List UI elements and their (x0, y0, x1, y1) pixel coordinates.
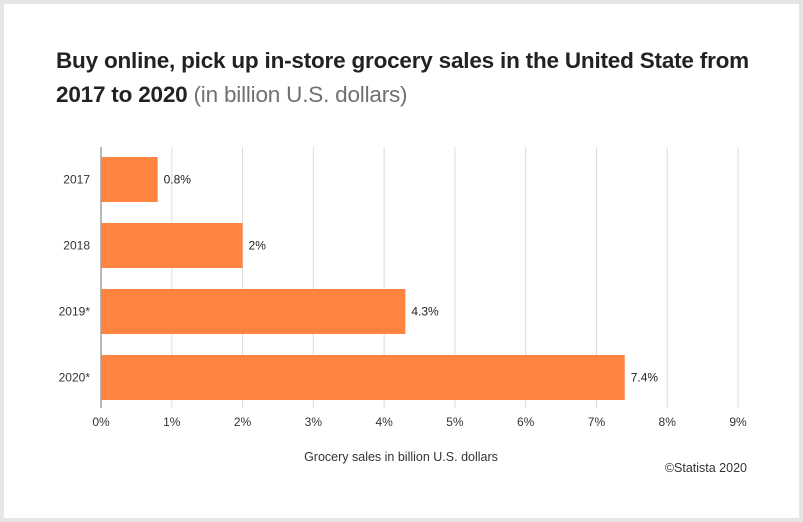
category-label: 2017 (63, 173, 90, 187)
data-label: 7.4% (631, 371, 659, 385)
bar (101, 355, 625, 400)
x-tick-label: 6% (517, 415, 535, 429)
x-tick-label: 4% (375, 415, 393, 429)
bar (101, 289, 406, 334)
bar (101, 223, 243, 268)
category-label: 2019* (59, 305, 91, 319)
x-tick-labels: 0% 1% 2% 3% 4% 5% 6% 7% 8% 9% (92, 415, 747, 429)
x-tick-label: 2% (234, 415, 252, 429)
category-label: 2020* (59, 371, 91, 385)
x-tick-label: 1% (163, 415, 181, 429)
chart-subtitle: (in billion U.S. dollars) (193, 82, 408, 107)
data-labels: 0.8% 2% 4.3% 7.4% (164, 173, 659, 385)
chart-title: Buy online, pick up in-store grocery sal… (56, 44, 756, 112)
data-label: 4.3% (411, 305, 439, 319)
data-label: 0.8% (164, 173, 192, 187)
chart-title-main: Buy online, pick up in-store grocery sal… (56, 48, 749, 107)
bars (101, 157, 625, 400)
bar (101, 157, 158, 202)
x-tick-label: 9% (729, 415, 747, 429)
x-tick-label: 3% (305, 415, 323, 429)
x-axis-label: Grocery sales in billion U.S. dollars (304, 450, 498, 464)
category-label: 2018 (63, 239, 90, 253)
x-tick-label: 0% (92, 415, 110, 429)
x-tick-label: 8% (659, 415, 677, 429)
x-tick-label: 7% (588, 415, 606, 429)
x-tick-label: 5% (446, 415, 464, 429)
source-credit: ©Statista 2020 (664, 461, 747, 475)
data-label: 2% (249, 239, 267, 253)
category-labels: 2017 2018 2019* 2020* (59, 173, 91, 385)
